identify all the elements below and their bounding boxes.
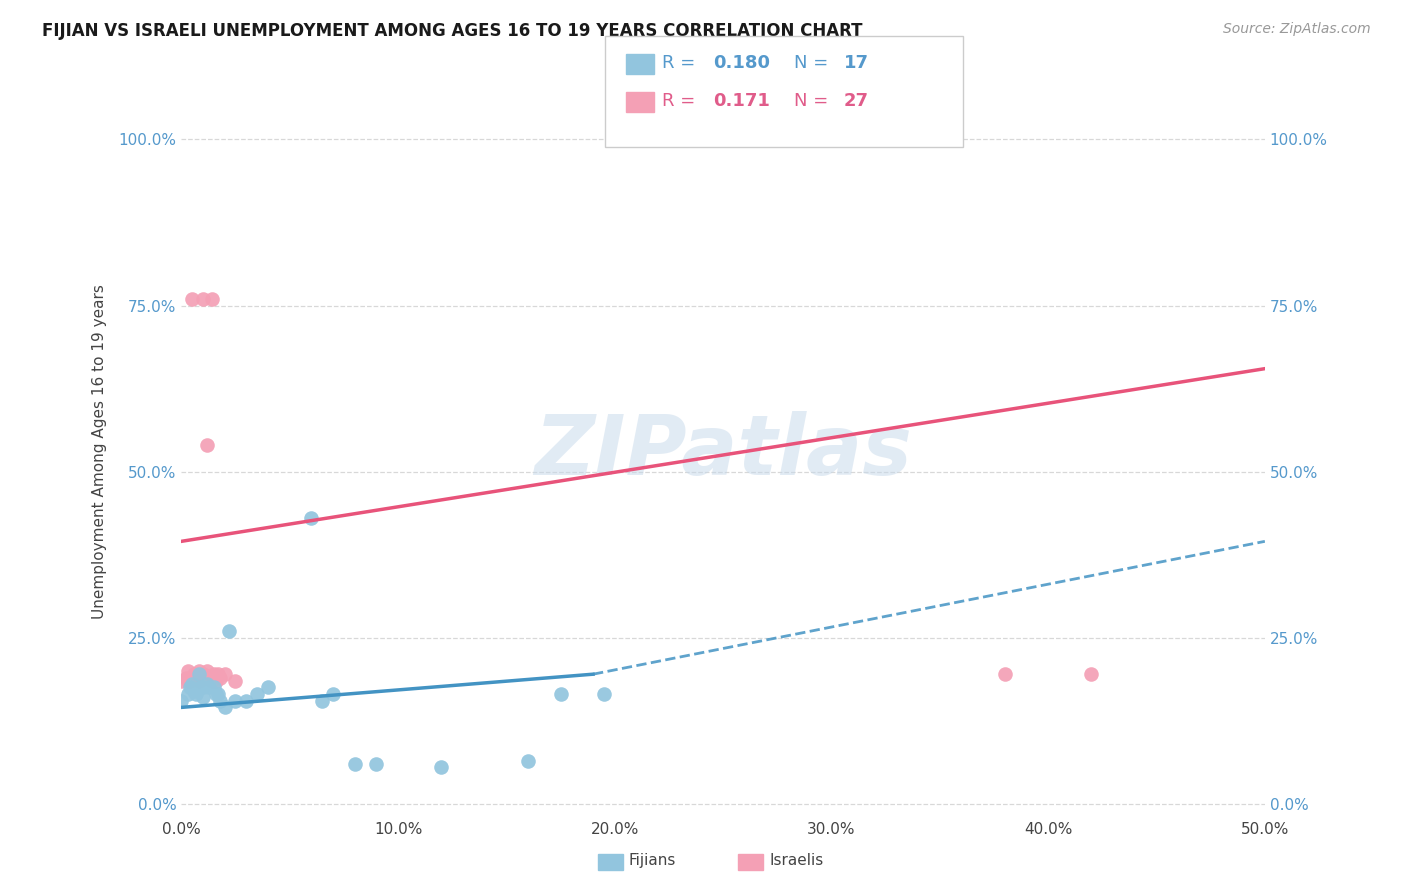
Point	[343, 756, 366, 771]
Point	[430, 760, 453, 774]
Point	[209, 671, 232, 685]
Point	[235, 694, 257, 708]
Point	[181, 292, 204, 306]
Point	[181, 677, 204, 691]
Point	[179, 681, 201, 695]
Point	[322, 687, 344, 701]
Point	[1080, 667, 1102, 681]
Point	[246, 687, 269, 701]
Point	[191, 292, 214, 306]
Point	[201, 292, 224, 306]
Point	[550, 687, 572, 701]
Point	[187, 673, 209, 688]
Text: N =: N =	[794, 54, 834, 72]
Point	[366, 756, 388, 771]
Point	[186, 687, 208, 701]
Point	[194, 671, 217, 685]
Point	[517, 754, 540, 768]
Point	[170, 673, 193, 688]
Point	[177, 673, 200, 688]
Text: Source: ZipAtlas.com: Source: ZipAtlas.com	[1223, 22, 1371, 37]
Text: 0.171: 0.171	[713, 92, 769, 110]
Point	[214, 700, 236, 714]
Point	[183, 667, 205, 681]
Point	[181, 671, 204, 685]
Point	[191, 690, 214, 705]
Text: ZIPatlas: ZIPatlas	[534, 411, 912, 492]
Point	[214, 667, 236, 681]
Point	[186, 667, 208, 681]
Point	[174, 671, 197, 685]
Point	[299, 511, 322, 525]
Point	[257, 681, 280, 695]
Point	[183, 683, 205, 698]
Point	[190, 681, 212, 695]
Point	[179, 673, 201, 688]
Point	[187, 664, 209, 678]
Point	[195, 677, 218, 691]
Point	[202, 667, 225, 681]
Point	[195, 438, 218, 452]
Text: Israelis: Israelis	[769, 853, 824, 868]
Point	[187, 667, 209, 681]
Point	[202, 681, 225, 695]
Text: Fijians: Fijians	[628, 853, 676, 868]
Point	[205, 687, 228, 701]
Point	[198, 671, 221, 685]
Point	[191, 681, 214, 695]
Point	[994, 667, 1017, 681]
Point	[201, 673, 224, 688]
Text: 0.180: 0.180	[713, 54, 770, 72]
Point	[205, 673, 228, 688]
Point	[224, 673, 246, 688]
Point	[195, 664, 218, 678]
Text: N =: N =	[794, 92, 834, 110]
Point	[207, 667, 229, 681]
Point	[593, 687, 616, 701]
Point	[198, 681, 221, 695]
Point	[209, 694, 232, 708]
Text: FIJIAN VS ISRAELI UNEMPLOYMENT AMONG AGES 16 TO 19 YEARS CORRELATION CHART: FIJIAN VS ISRAELI UNEMPLOYMENT AMONG AGE…	[42, 22, 863, 40]
Text: 17: 17	[844, 54, 869, 72]
Point	[218, 624, 240, 638]
Point	[177, 664, 200, 678]
Point	[177, 687, 200, 701]
Text: R =: R =	[662, 54, 702, 72]
Point	[190, 671, 212, 685]
Text: R =: R =	[662, 92, 707, 110]
Point	[207, 687, 229, 701]
Point	[170, 694, 193, 708]
Point	[311, 694, 333, 708]
Point	[224, 694, 246, 708]
Y-axis label: Unemployment Among Ages 16 to 19 years: Unemployment Among Ages 16 to 19 years	[93, 285, 107, 619]
Text: 27: 27	[844, 92, 869, 110]
Point	[191, 667, 214, 681]
